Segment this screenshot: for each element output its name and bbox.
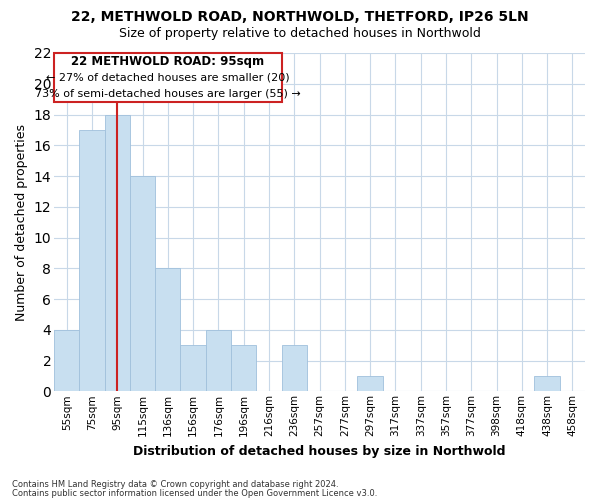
- Text: 22, METHWOLD ROAD, NORTHWOLD, THETFORD, IP26 5LN: 22, METHWOLD ROAD, NORTHWOLD, THETFORD, …: [71, 10, 529, 24]
- Bar: [535, 376, 560, 392]
- Bar: [104, 114, 130, 392]
- Text: 22 METHWOLD ROAD: 95sqm: 22 METHWOLD ROAD: 95sqm: [71, 55, 265, 68]
- Bar: [358, 376, 383, 392]
- Text: Contains public sector information licensed under the Open Government Licence v3: Contains public sector information licen…: [12, 489, 377, 498]
- X-axis label: Distribution of detached houses by size in Northwold: Distribution of detached houses by size …: [133, 444, 506, 458]
- Text: Size of property relative to detached houses in Northwold: Size of property relative to detached ho…: [119, 28, 481, 40]
- Bar: [206, 330, 231, 392]
- Text: 73% of semi-detached houses are larger (55) →: 73% of semi-detached houses are larger (…: [35, 88, 301, 99]
- Bar: [281, 345, 307, 392]
- Bar: [54, 330, 79, 392]
- Bar: [231, 345, 256, 392]
- Text: ← 27% of detached houses are smaller (20): ← 27% of detached houses are smaller (20…: [46, 72, 290, 83]
- Bar: [181, 345, 206, 392]
- Bar: [155, 268, 181, 392]
- Bar: [130, 176, 155, 392]
- Text: Contains HM Land Registry data © Crown copyright and database right 2024.: Contains HM Land Registry data © Crown c…: [12, 480, 338, 489]
- Y-axis label: Number of detached properties: Number of detached properties: [15, 124, 28, 320]
- FancyBboxPatch shape: [54, 53, 281, 102]
- Bar: [79, 130, 104, 392]
